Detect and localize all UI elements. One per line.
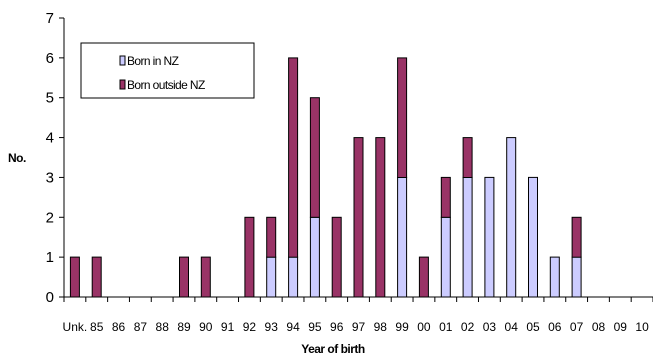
- y-tick-label-6: 6: [46, 50, 54, 67]
- y-axis-label: No.: [8, 151, 26, 165]
- bar-segment-born-outside-nz-97: [353, 137, 364, 298]
- y-tick-label-1: 1: [46, 249, 54, 266]
- bar-segment-born-in-nz-94: [288, 256, 299, 298]
- y-tick-label-5: 5: [46, 90, 54, 107]
- bar-segment-born-outside-nz-96: [331, 216, 342, 298]
- bar-segment-born-outside-nz-98: [375, 137, 386, 298]
- x-tick-label-07: 07: [570, 320, 584, 334]
- bar-segment-born-in-nz-04: [506, 137, 517, 298]
- bar-segment-born-outside-nz-95: [309, 97, 320, 218]
- legend-box: [80, 42, 255, 99]
- bar-segment-born-in-nz-03: [484, 176, 495, 298]
- x-tick-label-95: 95: [308, 320, 322, 334]
- x-tick-label-92: 92: [243, 320, 257, 334]
- x-tick-label-08: 08: [592, 320, 606, 334]
- bar-segment-born-outside-nz-93: [266, 216, 277, 258]
- bar-segment-born-outside-nz-85: [91, 256, 102, 298]
- x-tick-label-05: 05: [526, 320, 540, 334]
- bar-segment-born-outside-nz-00: [418, 256, 429, 298]
- x-tick-label-93: 93: [265, 320, 279, 334]
- x-tick-label-87: 87: [134, 320, 148, 334]
- legend-label-born-in-nz: Born in NZ: [127, 54, 179, 68]
- bars-group: [69, 57, 582, 298]
- x-tick-label-90: 90: [199, 320, 213, 334]
- bar-segment-born-outside-nz-07: [571, 216, 582, 258]
- x-tick-label-04: 04: [505, 320, 519, 334]
- bar-segment-born-outside-nz-92: [244, 216, 255, 298]
- bar-segment-born-in-nz-02: [462, 176, 473, 298]
- x-tick-label-97: 97: [352, 320, 366, 334]
- bar-segment-born-in-nz-93: [266, 256, 277, 298]
- x-tick-label-89: 89: [177, 320, 191, 334]
- bar-segment-born-outside-nz-89: [179, 256, 189, 298]
- x-tick-label-86: 86: [112, 320, 126, 334]
- bar-segment-born-outside-nz-94: [288, 57, 299, 258]
- axes-group: [59, 17, 653, 302]
- bar-segment-born-in-nz-99: [397, 176, 408, 298]
- x-tick-label-03: 03: [483, 320, 497, 334]
- x-tick-label-01: 01: [439, 320, 453, 334]
- x-tick-label-88: 88: [156, 320, 170, 334]
- legend-swatch-born-outside-nz: [119, 79, 126, 90]
- y-tick-label-3: 3: [46, 169, 54, 186]
- legend-label-born-outside-nz: Born outside NZ: [127, 78, 205, 92]
- legend: Born in NZ Born outside NZ: [80, 42, 255, 99]
- bar-segment-born-in-nz-01: [440, 216, 451, 298]
- bar-segment-born-in-nz-95: [309, 216, 320, 298]
- x-tick-label-02: 02: [461, 320, 475, 334]
- y-tick-label-0: 0: [46, 289, 54, 306]
- x-axis-label: Year of birth: [301, 342, 365, 356]
- y-tick-label-4: 4: [46, 130, 54, 147]
- y-tick-label-7: 7: [46, 10, 54, 27]
- x-tick-label-Unk: Unk.: [63, 320, 88, 334]
- x-tick-label-85: 85: [90, 320, 104, 334]
- x-tick-label-06: 06: [548, 320, 562, 334]
- bar-segment-born-in-nz-07: [571, 256, 582, 298]
- x-tick-label-09: 09: [614, 320, 628, 334]
- bar-segment-born-outside-nz-90: [200, 256, 211, 298]
- x-tick-label-99: 99: [395, 320, 409, 334]
- x-tick-label-94: 94: [286, 320, 300, 334]
- x-tick-label-91: 91: [221, 320, 235, 334]
- x-tick-label-96: 96: [330, 320, 344, 334]
- bar-segment-born-in-nz-05: [528, 176, 538, 298]
- bar-segment-born-outside-nz-Unk: [69, 256, 80, 298]
- x-tick-label-98: 98: [374, 320, 388, 334]
- bar-segment-born-outside-nz-02: [462, 137, 473, 179]
- bar-segment-born-in-nz-06: [549, 256, 560, 298]
- y-tick-label-2: 2: [46, 209, 54, 226]
- bar-segment-born-outside-nz-01: [440, 176, 451, 218]
- legend-swatch-born-in-nz: [119, 55, 126, 66]
- y-tick-labels: 0 1 2 3 4 5 6 7: [46, 10, 54, 306]
- x-tick-label-00: 00: [417, 320, 431, 334]
- bar-segment-born-outside-nz-99: [397, 57, 408, 178]
- x-tick-label-10: 10: [635, 320, 649, 334]
- x-tick-labels: Unk. 85 86 87 88 89 90 91 92 93 94 95 96 97 98 99 00 01 02…: [63, 320, 650, 334]
